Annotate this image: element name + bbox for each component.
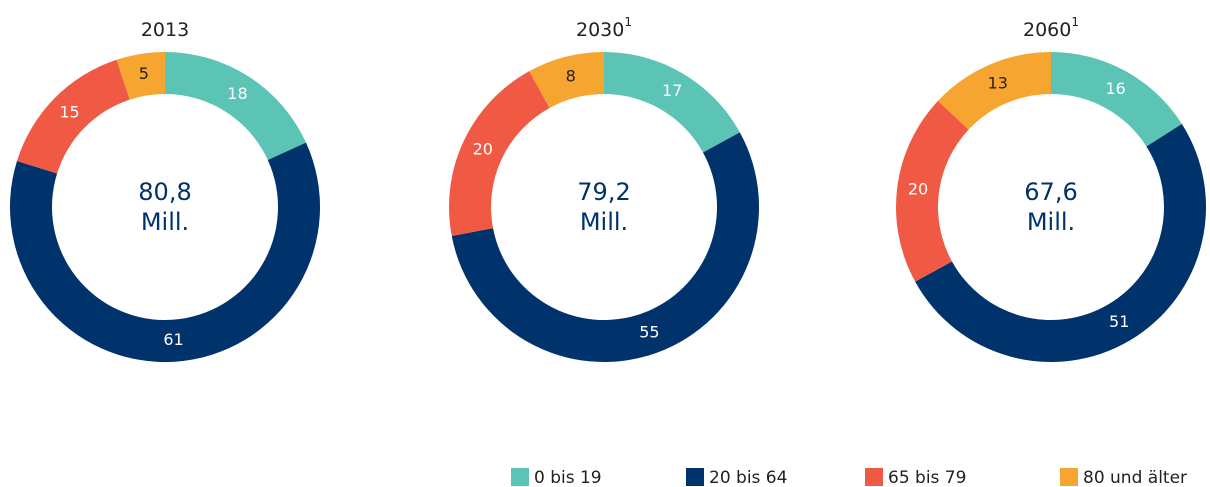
title-note: 1 — [624, 15, 632, 29]
center-unit: Mill. — [1027, 208, 1075, 236]
donut-segment — [116, 52, 165, 100]
donut-segment — [938, 52, 1051, 130]
chart-title: 20601 — [1023, 15, 1079, 41]
legend-label: 0 bis 19 — [534, 468, 602, 487]
data-label: 15 — [59, 103, 79, 122]
donut-segment — [529, 52, 604, 108]
data-label: 16 — [1105, 79, 1125, 98]
legend-label: 80 und älter — [1083, 468, 1187, 487]
data-label: 8 — [566, 67, 576, 86]
data-label: 51 — [1109, 312, 1129, 331]
data-label: 18 — [227, 84, 247, 103]
legend-swatch — [511, 468, 529, 486]
donut-segment — [915, 123, 1206, 362]
legend-swatch — [865, 468, 883, 486]
center-value: 67,6 — [1024, 178, 1077, 206]
title-note: 1 — [1071, 15, 1079, 29]
chart-title: 20301 — [576, 15, 632, 41]
donut-segment — [449, 71, 550, 237]
chart-title: 2013 — [141, 19, 189, 41]
donut-segment — [16, 59, 130, 174]
data-label: 13 — [988, 74, 1008, 93]
data-label: 17 — [662, 81, 682, 100]
data-label: 20 — [908, 180, 928, 199]
donut-segment — [165, 52, 306, 161]
donut-segment — [1051, 52, 1182, 147]
legend-label: 65 bis 79 — [888, 468, 966, 487]
chart-title-text: 2030 — [576, 19, 624, 41]
donut-segment — [896, 100, 969, 282]
legend-swatch — [1060, 468, 1078, 486]
center-unit: Mill. — [141, 208, 189, 236]
donut-segment — [451, 132, 759, 362]
data-label: 20 — [473, 139, 493, 158]
center-value: 79,2 — [577, 178, 630, 206]
data-label: 5 — [139, 64, 149, 83]
donut-segment — [9, 142, 320, 362]
data-label: 61 — [163, 330, 183, 349]
data-label: 55 — [639, 323, 659, 342]
legend-swatch — [686, 468, 704, 486]
chart-title-text: 2013 — [141, 19, 189, 41]
donut-segment — [604, 52, 740, 153]
legend-label: 20 bis 64 — [709, 468, 787, 487]
center-unit: Mill. — [580, 208, 628, 236]
center-value: 80,8 — [138, 178, 191, 206]
chart-title-text: 2060 — [1023, 19, 1071, 41]
